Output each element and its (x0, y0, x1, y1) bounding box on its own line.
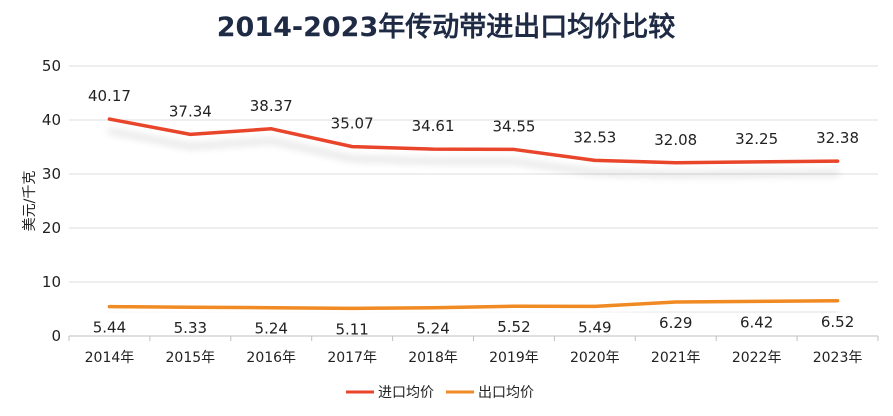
x-tick-label: 2020年 (570, 350, 620, 366)
data-point (755, 299, 759, 303)
data-label: 32.08 (654, 131, 697, 149)
data-label: 32.53 (573, 128, 616, 146)
data-label: 5.49 (578, 318, 611, 336)
data-point (269, 127, 273, 131)
y-tick-label: 0 (51, 327, 61, 345)
data-point (107, 305, 111, 309)
data-point (836, 299, 840, 303)
data-label: 38.37 (250, 97, 293, 115)
data-labels: 40.17 37.34 38.37 35.07 34.61 34.55 32.53 32.08… (88, 87, 859, 338)
data-label: 5.24 (416, 320, 449, 338)
chart-title: 2014-2023年传动带进出口均价比较 (217, 11, 676, 43)
y-tick-label: 20 (42, 219, 61, 237)
data-point (674, 161, 678, 165)
data-label: 5.52 (497, 318, 530, 336)
x-tick-label: 2021年 (651, 350, 701, 366)
y-axis-label: 美元/千克 (22, 171, 38, 232)
x-tick-label: 2017年 (327, 350, 377, 366)
data-point (512, 304, 516, 308)
y-tick-label: 40 (42, 111, 61, 129)
data-point (674, 300, 678, 304)
data-label: 34.55 (492, 117, 535, 135)
data-point (188, 132, 192, 136)
x-axis: 2014年 2015年 2016年 2017年 2018年 2019年 2020年 2021年… (68, 335, 879, 366)
data-point (350, 306, 354, 310)
x-tick-label: 2018年 (408, 350, 458, 366)
legend-label: 出口均价 (478, 385, 534, 401)
data-label: 37.34 (169, 102, 212, 120)
gridlines (69, 65, 878, 283)
data-point (188, 305, 192, 309)
data-point (593, 158, 597, 162)
data-label: 6.42 (740, 313, 773, 331)
legend-item: 进口均价 (346, 385, 434, 401)
x-tick-label: 2016年 (246, 350, 296, 366)
x-tick-label: 2015年 (166, 350, 216, 366)
series-group (107, 117, 840, 311)
x-tick-label: 2014年 (85, 350, 135, 366)
x-tick-label: 2023年 (813, 350, 863, 366)
data-label: 6.29 (659, 314, 692, 332)
data-label: 5.33 (174, 319, 207, 337)
legend-item: 出口均价 (446, 385, 534, 401)
data-label: 40.17 (88, 87, 131, 105)
series-line-0 (107, 117, 840, 165)
data-label: 32.38 (816, 129, 859, 147)
data-point (512, 147, 516, 151)
x-tick-label: 2019年 (489, 350, 539, 366)
x-tick-label: 2022年 (732, 350, 782, 366)
data-point (755, 160, 759, 164)
data-point (431, 147, 435, 151)
y-tick-label: 50 (42, 57, 61, 75)
data-label: 5.24 (255, 320, 288, 338)
data-point (269, 306, 273, 310)
data-label: 34.61 (412, 117, 455, 135)
data-label: 6.52 (821, 313, 854, 331)
data-point (107, 117, 111, 121)
data-point (593, 304, 597, 308)
y-tick-label: 30 (42, 165, 61, 183)
legend-label: 进口均价 (378, 385, 434, 401)
legend: 进口均价 出口均价 (346, 385, 534, 401)
data-label: 5.44 (93, 319, 126, 337)
y-axis: 0 10 20 30 40 50 (42, 57, 61, 345)
y-tick-label: 10 (42, 273, 61, 291)
series-line-1 (107, 299, 840, 311)
data-label: 35.07 (331, 115, 374, 133)
data-point (836, 159, 840, 163)
data-point (350, 145, 354, 149)
data-label: 5.11 (335, 320, 368, 338)
data-label: 32.25 (735, 130, 778, 148)
data-point (431, 306, 435, 310)
